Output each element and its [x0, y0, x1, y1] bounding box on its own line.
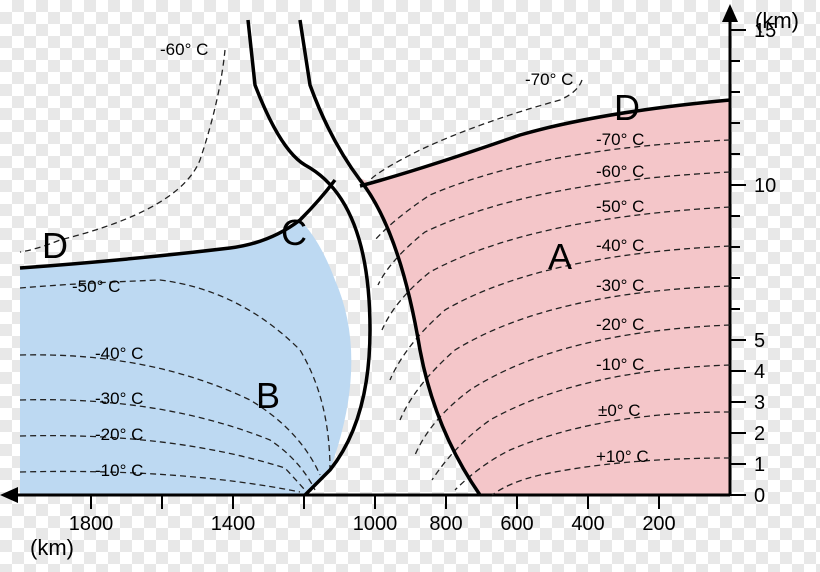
iso-A-m40: -40° C: [596, 236, 644, 255]
x-tick-labels: 200 400 600 800 1000 1400 1800: [69, 513, 676, 535]
x-tick-400: 400: [571, 513, 604, 535]
region-label-D-right: D: [614, 87, 640, 128]
iso-A-m60: -60° C: [596, 162, 644, 181]
y-tick-5: 5: [754, 330, 765, 352]
iso-A-0: ±0° C: [598, 401, 641, 420]
region-label-B: B: [256, 375, 280, 416]
x-tick-200: 200: [642, 513, 675, 535]
top-iso-labels: -60° C -70° C: [160, 40, 573, 89]
x-tick-1400: 1400: [211, 513, 256, 535]
region-A: [359, 100, 730, 495]
x-tick-600: 600: [500, 513, 533, 535]
x-axis-ticks: [91, 495, 659, 509]
diagram-svg: 0 1 2 3 4 5 10 15 200 400 600 800 1000 1…: [0, 0, 820, 572]
x-tick-800: 800: [429, 513, 462, 535]
iso-A-m30: -30° C: [596, 276, 644, 295]
iso-A-m50: -50° C: [596, 197, 644, 216]
x-axis-arrow: [0, 487, 18, 503]
iso-A-m10: -10° C: [596, 355, 644, 374]
iso-A-m20: -20° C: [596, 315, 644, 334]
iso-B-m40: -40° C: [95, 344, 143, 363]
x-tick-1000: 1000: [353, 513, 398, 535]
top-iso-m70: -70° C: [525, 70, 573, 89]
y-tick-4: 4: [754, 361, 765, 383]
region-label-D-left: D: [42, 225, 68, 266]
y-tick-1: 1: [754, 454, 765, 476]
y-tick-0: 0: [754, 485, 765, 507]
y-tick-labels: 0 1 2 3 4 5 10 15: [754, 20, 776, 507]
iso-B-m50: -50° C: [72, 277, 120, 296]
region-label-A: A: [548, 236, 572, 277]
x-tick-1800: 1800: [69, 513, 114, 535]
y-axis-arrow: [722, 4, 738, 22]
iso-A-m70: -70° C: [596, 130, 644, 149]
iso-B-m20: -20° C: [95, 425, 143, 444]
iso-B-m10: -10° C: [95, 461, 143, 480]
iso-B-m30: -30° C: [95, 389, 143, 408]
iso-A-p10: +10° C: [596, 447, 649, 466]
y-tick-10: 10: [754, 175, 776, 197]
region-label-C: C: [281, 212, 307, 253]
top-iso-m60: -60° C: [160, 40, 208, 59]
y-tick-2: 2: [754, 423, 765, 445]
y-tick-3: 3: [754, 392, 765, 414]
region-B: [20, 220, 351, 495]
y-axis-ticks: [730, 30, 746, 495]
x-axis-label: (km): [30, 535, 74, 560]
y-axis-label: (km): [755, 8, 799, 33]
